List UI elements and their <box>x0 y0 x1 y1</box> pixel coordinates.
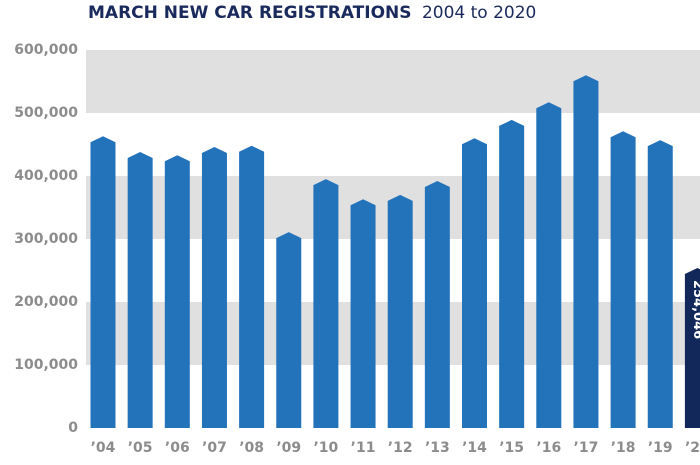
bar <box>573 75 599 428</box>
bar <box>647 140 673 428</box>
y-tick-label: 600,000 <box>14 42 78 58</box>
bar <box>684 267 700 428</box>
y-tick-label: 300,000 <box>14 231 78 247</box>
bar <box>164 155 190 428</box>
x-tick-label: ’10 <box>313 440 338 456</box>
x-tick-label: ’08 <box>239 440 264 456</box>
x-tick-label: ’09 <box>276 440 301 456</box>
x-tick-label: ’11 <box>351 440 376 456</box>
chart-title: MARCH NEW CAR REGISTRATIONS <box>88 3 412 23</box>
bar <box>462 138 487 428</box>
value-label: 254,046 <box>690 280 700 339</box>
x-tick-label: ’16 <box>536 440 561 456</box>
x-tick-label: ’04 <box>91 440 116 456</box>
bar <box>201 147 227 428</box>
bar <box>90 136 116 428</box>
x-tick-label: ’05 <box>128 440 153 456</box>
x-tick-label: ’12 <box>388 440 413 456</box>
y-tick-label: 0 <box>68 420 78 436</box>
x-tick-label: ’19 <box>648 440 673 456</box>
x-tick-label: ’17 <box>574 440 599 456</box>
x-tick-label: ’13 <box>425 440 450 456</box>
y-tick-label: 500,000 <box>14 105 78 121</box>
bar <box>536 102 562 428</box>
chart-subtitle: 2004 to 2020 <box>422 3 536 23</box>
chart-title-group: MARCH NEW CAR REGISTRATIONS 2004 to 2020 <box>88 3 536 23</box>
bar <box>127 152 153 428</box>
y-tick-label: 100,000 <box>14 357 78 373</box>
x-tick-label: ’20 <box>685 440 700 456</box>
x-tick-label: ’18 <box>611 440 636 456</box>
y-tick-label: 200,000 <box>14 294 78 310</box>
bar <box>499 119 525 429</box>
x-tick-label: ’15 <box>499 440 524 456</box>
bar <box>610 131 636 428</box>
bar <box>313 179 339 428</box>
bar <box>387 194 413 428</box>
bar <box>350 199 376 428</box>
grid-band <box>86 50 700 113</box>
bar <box>276 232 302 428</box>
x-tick-label: ’14 <box>462 440 487 456</box>
bar <box>424 181 450 428</box>
y-tick-label: 400,000 <box>14 168 78 184</box>
bar <box>239 145 265 428</box>
x-tick-label: ’06 <box>165 440 190 456</box>
x-tick-label: ’07 <box>202 440 227 456</box>
